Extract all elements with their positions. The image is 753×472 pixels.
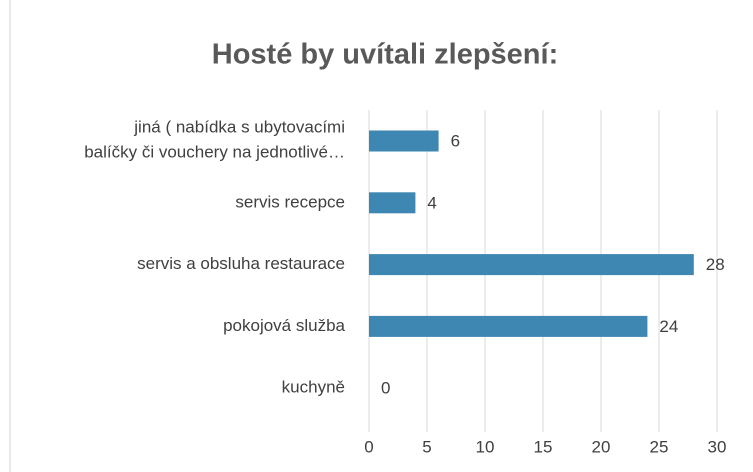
x-tick-label: 30 [708, 437, 727, 456]
value-label: 28 [706, 255, 725, 274]
value-label: 6 [451, 131, 460, 150]
x-tick-label: 0 [364, 437, 373, 456]
bar [369, 192, 416, 214]
y-tick-label: servis a obsluha restaurace [137, 254, 345, 273]
bar [369, 315, 648, 337]
x-tick-label: 20 [592, 437, 611, 456]
y-tick-label: pokojová služba [223, 316, 345, 335]
bar [369, 254, 694, 276]
value-label: 0 [381, 379, 390, 398]
value-label: 4 [427, 193, 436, 212]
chart-title: Hosté by uvítali zlepšení: [212, 39, 558, 71]
x-tick-label: 15 [534, 437, 553, 456]
x-tick-label: 25 [650, 437, 669, 456]
value-label: 24 [659, 317, 678, 336]
y-tick-label: kuchyně [282, 378, 345, 397]
bar [369, 130, 439, 152]
y-tick-label: servis recepce [235, 192, 345, 211]
y-tick-label: jiná ( nabídka s ubytovacími balíčky či v… [84, 118, 345, 162]
x-tick-label: 10 [476, 437, 495, 456]
x-tick-label: 5 [422, 437, 431, 456]
